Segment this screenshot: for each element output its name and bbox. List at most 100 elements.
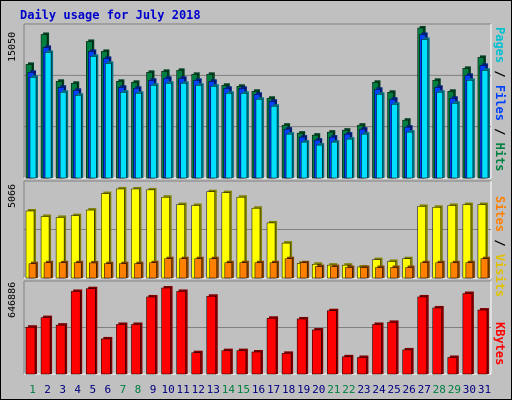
kbytes-bar [55,324,66,375]
pages-bar [195,85,202,179]
pages-bar [105,63,112,179]
kbytes-bar [447,357,458,375]
kbytes-bar [236,350,247,375]
sites-bar [435,262,443,279]
sites-bar [465,262,474,279]
kbytes-bar [311,329,322,375]
pages-bar [391,103,398,179]
kbytes-bar [116,324,126,375]
day-label: 6 [105,383,112,396]
pages-bar [300,141,308,179]
day-label: 4 [74,383,81,396]
pages-bar [74,95,82,179]
kbytes-bar [176,291,186,375]
kbytes-bar [40,317,51,375]
day-label: 14 [222,383,236,396]
kbytes-bar [146,296,156,375]
sites-bar [345,267,353,279]
kbytes-bar [70,291,81,375]
pages-bar [180,83,187,179]
pages-bar [225,93,233,179]
day-label: 28 [433,383,446,396]
pages-bar [150,85,157,179]
day-label: 16 [252,383,265,396]
kbytes-bar [432,307,442,375]
day-label: 26 [403,383,416,396]
kbytes-bar [206,296,217,375]
sites-bar [239,262,248,279]
day-label: 20 [312,383,325,396]
sites-bar [209,258,218,279]
day-label: 23 [357,383,370,396]
sites-bar [390,267,398,279]
pages-bar [90,56,97,179]
kbytes-bar [417,296,427,375]
day-label: 29 [448,383,461,396]
kbytes-bar [221,350,232,375]
day-label: 19 [297,383,310,396]
day-label: 8 [135,383,142,396]
kbytes-bar [101,338,111,375]
pages-bar [315,144,323,179]
pages-bar [59,92,67,179]
kbytes-bar [342,356,352,375]
pages-bar [346,138,353,179]
kbytes-bar [327,310,337,375]
pages-bar [255,99,263,179]
pages-bar [210,86,218,179]
pages-bar [436,92,443,179]
sites-bar [299,262,308,279]
kbytes-bar [357,357,367,375]
day-label: 30 [463,383,476,396]
pages-bar [331,141,338,179]
pages-bar [240,93,248,179]
pages-bar [421,39,428,179]
sites-bar [134,263,142,279]
sites-bar [450,262,459,279]
kbytes-bar [462,293,473,375]
pages-bar [361,133,368,179]
day-label: 22 [342,383,355,396]
sites-bar [194,258,202,279]
day-label: 17 [267,383,280,396]
sites-bar [43,262,52,279]
sites-bar [28,263,37,279]
pages-bar [29,77,37,179]
day-label: 12 [192,383,205,396]
pages-bar [481,70,489,179]
pages-bar [120,92,127,179]
kbytes-bar [477,309,488,375]
kbytes-bar [131,324,141,375]
sites-bar [149,262,157,279]
pages-bar [466,80,474,179]
kbytes-bar [266,318,277,375]
kbytes-bar [191,352,201,375]
pages-bar [44,52,52,179]
kbytes-bar [387,322,397,375]
kbytes-bar [402,349,412,375]
day-label: 27 [418,383,431,396]
pages-bar [270,105,278,179]
kbytes-bar [296,318,307,375]
sites-bar [224,262,233,279]
day-label: 2 [44,383,51,396]
sites-bar [360,267,368,279]
kbytes-bar [25,326,36,375]
sites-bar [254,262,263,279]
kbytes-bar [86,288,96,375]
day-label: 11 [177,383,190,396]
day-label: 21 [327,383,340,396]
day-label: 13 [207,383,220,396]
day-label: 31 [478,383,491,396]
day-label: 15 [237,383,250,396]
sites-bar [73,262,82,279]
chart-title: Daily usage for July 2018 [20,8,201,22]
sites-bar [330,266,338,279]
day-label: 24 [372,383,386,396]
day-label: 18 [282,383,295,396]
day-label: 9 [150,383,157,396]
day-label: 5 [89,383,96,396]
sites-bar [164,258,172,279]
sites-bar [119,263,127,279]
